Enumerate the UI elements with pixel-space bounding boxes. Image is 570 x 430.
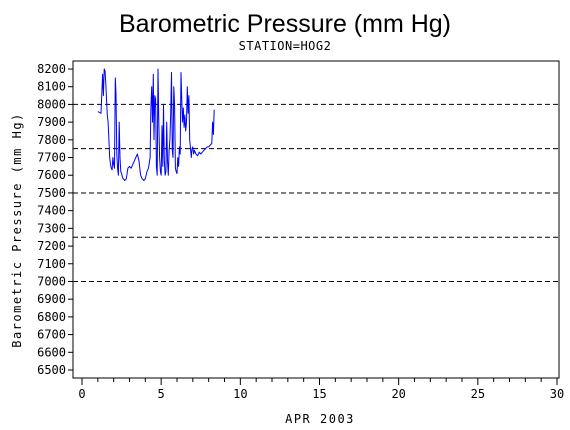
- x-tick-label: 20: [391, 387, 405, 401]
- y-tick-label: 7600: [37, 168, 66, 182]
- y-tick-label: 6500: [37, 363, 66, 377]
- y-tick-label: 7100: [37, 257, 66, 271]
- series-line-0: [97, 68, 215, 181]
- y-tick-label: 7800: [37, 133, 66, 147]
- x-tick-label: 10: [233, 387, 247, 401]
- x-tick-label: 30: [550, 387, 564, 401]
- y-tick-label: 7700: [37, 151, 66, 165]
- y-tick-label: 6700: [37, 328, 66, 342]
- y-tick-label: 7000: [37, 274, 66, 288]
- x-tick-label: 5: [158, 387, 165, 401]
- x-axis-label: APR 2003: [285, 412, 355, 426]
- reference-lines: [73, 103, 559, 282]
- data-series-layer: [97, 68, 215, 181]
- y-tick-label: 8200: [37, 62, 66, 76]
- y-tick-label: 6800: [37, 310, 66, 324]
- y-tick-label: 6900: [37, 292, 66, 306]
- chart-title: Barometric Pressure (mm Hg): [119, 10, 451, 38]
- x-axis: 0 5 10 15 20 25 30: [78, 377, 564, 401]
- y-tick-label: 6600: [37, 345, 66, 359]
- x-tick-label: 25: [471, 387, 485, 401]
- y-axis: 6500 6600 6700 6800 6900 7000 7100 7200 7300 7400…: [37, 62, 74, 377]
- x-tick-label: 15: [312, 387, 326, 401]
- y-tick-label: 7900: [37, 115, 66, 129]
- y-tick-label: 7200: [37, 239, 66, 253]
- y-axis-label: Barometric Pressure (mm Hg): [10, 112, 24, 348]
- y-tick-label: 8100: [37, 80, 66, 94]
- y-tick-label: 7400: [37, 204, 66, 218]
- y-tick-label: 7500: [37, 186, 66, 200]
- x-tick-label: 0: [78, 387, 85, 401]
- y-tick-label: 7300: [37, 221, 66, 235]
- plot-frame: [72, 60, 560, 379]
- chart-subtitle: STATION=HOG2: [239, 39, 332, 53]
- y-tick-label: 8000: [37, 97, 66, 111]
